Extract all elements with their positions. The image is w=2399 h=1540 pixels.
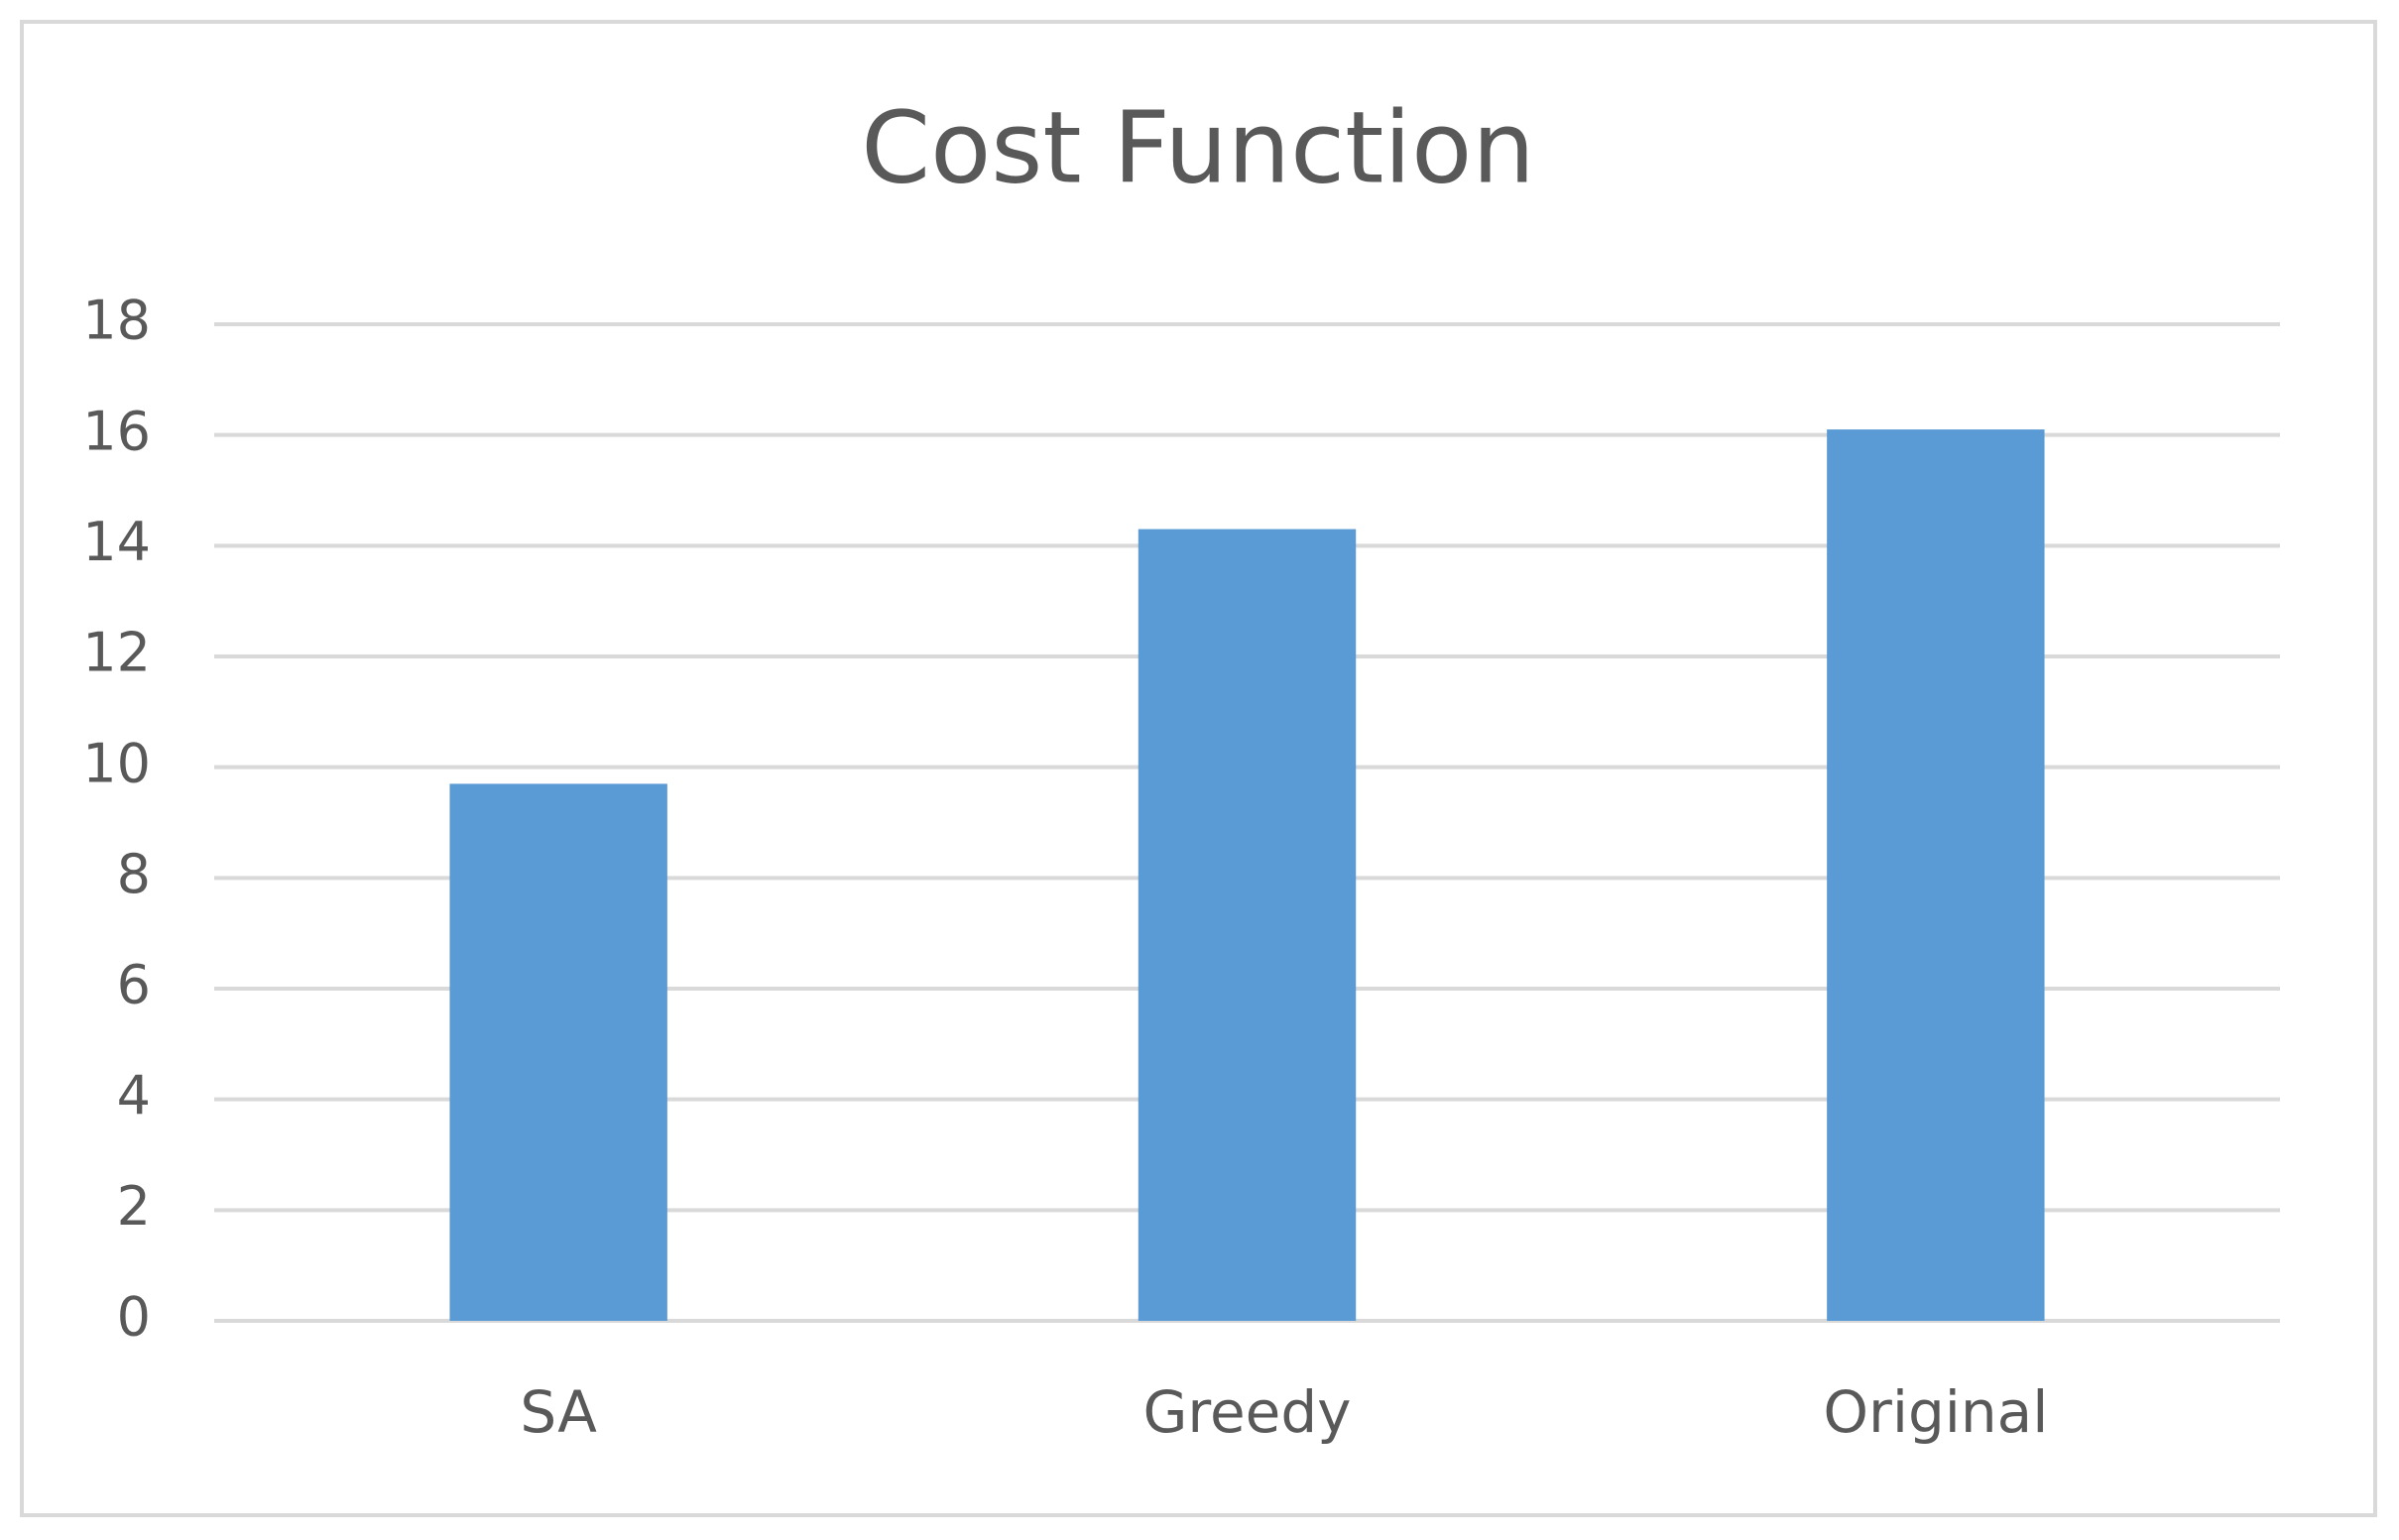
- bar: [449, 783, 667, 1321]
- x-tick-label: SA: [520, 1378, 597, 1446]
- y-tick-label: 0: [117, 1286, 151, 1349]
- x-tick-label: Greedy: [1142, 1378, 1351, 1446]
- y-tick-label: 14: [82, 511, 151, 573]
- y-tick-label: 16: [82, 400, 151, 462]
- y-tick-label: 10: [82, 732, 151, 794]
- y-tick-label: 18: [82, 290, 151, 352]
- chart-title: Cost Function: [861, 89, 1534, 205]
- y-tick-label: 6: [117, 954, 151, 1016]
- y-tick-label: 4: [117, 1064, 151, 1126]
- bar: [1138, 529, 1357, 1321]
- bar: [1827, 429, 2045, 1321]
- y-tick-label: 12: [82, 622, 151, 684]
- y-tick-label: 8: [117, 843, 151, 905]
- y-tick-label: 2: [117, 1175, 151, 1238]
- x-tick-label: Original: [1823, 1378, 2048, 1446]
